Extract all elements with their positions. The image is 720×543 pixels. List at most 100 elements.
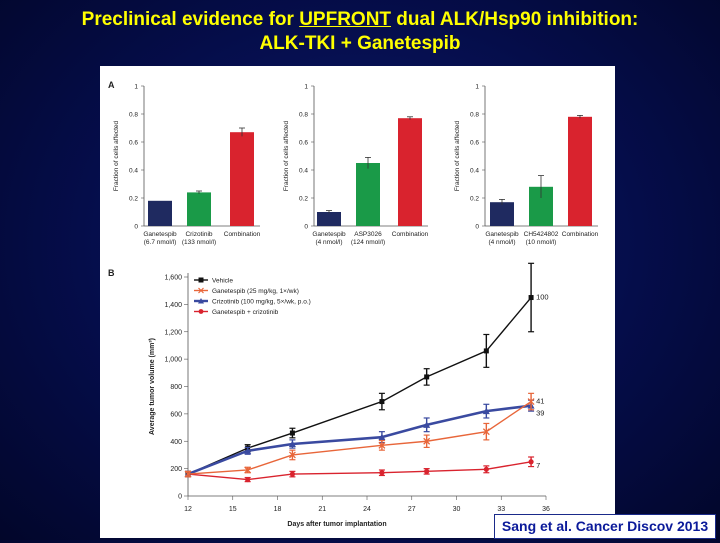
y-tick-label: 1,600 — [164, 275, 182, 282]
data-point — [424, 468, 430, 474]
y-tick-label: 200 — [170, 466, 182, 473]
legend-label: Crizotinib (100 mg/kg, 5×/wk, p.o.) — [212, 299, 311, 306]
y-tick-label: 1 — [304, 84, 308, 91]
category-label: Combination — [392, 231, 429, 238]
series-end-label: 41 — [536, 397, 544, 406]
bar-1 — [490, 202, 514, 226]
category-sublabel: (6.7 nmol/l) — [144, 239, 177, 246]
x-tick-label: 33 — [497, 506, 505, 513]
data-point — [244, 466, 252, 474]
data-point — [378, 441, 386, 449]
bar-1 — [148, 200, 172, 226]
series-end-label: 100 — [536, 293, 549, 302]
y-tick-label: 0.4 — [129, 168, 138, 175]
legend-label: Ganetespib + crizotinib — [212, 309, 279, 316]
data-point — [379, 399, 385, 405]
data-point — [528, 295, 534, 301]
data-point — [482, 428, 490, 436]
y-tick-label: 0 — [178, 494, 182, 501]
y-tick-label: 0.6 — [299, 140, 308, 147]
y-tick-label: 0.8 — [470, 112, 479, 119]
data-point — [527, 398, 535, 406]
title-line-1: Preclinical evidence for UPFRONT dual AL… — [0, 8, 720, 32]
category-label: Crizotinib — [185, 231, 212, 238]
series-1 — [185, 262, 535, 478]
data-point — [288, 440, 296, 447]
category-label: Ganetespib — [312, 231, 346, 238]
title-underlined-word: UPFRONT — [299, 9, 392, 30]
data-point — [423, 421, 431, 428]
data-point — [528, 459, 534, 465]
data-point — [289, 471, 296, 477]
x-tick-label: 12 — [184, 506, 192, 513]
data-point — [244, 447, 252, 454]
bar-3 — [230, 132, 254, 226]
y-tick-label: 0 — [475, 224, 479, 231]
category-label: Ganetespib — [143, 231, 177, 238]
bar-chart-1: A 0 0.2 0.4 0.6 0.8 1 Fraction of cells affecte… — [108, 80, 261, 246]
x-tick-label: 24 — [363, 506, 371, 513]
y-axis-title: Fraction of cells affected — [113, 120, 120, 191]
title-suffix: dual ALK/Hsp90 inhibition: — [391, 9, 639, 30]
data-point — [482, 407, 490, 415]
series-4 — [185, 456, 535, 483]
slide-title: Preclinical evidence for UPFRONT dual AL… — [0, 8, 720, 56]
y-tick-label: 1 — [475, 84, 479, 91]
data-point — [483, 466, 489, 472]
category-label: ASP3026 — [354, 231, 382, 238]
title-prefix: Preclinical evidence for — [81, 9, 300, 30]
bar-1 — [317, 212, 341, 226]
legend-entry-4: Ganetespib + crizotinib — [194, 309, 279, 316]
y-tick-label: 0.2 — [129, 196, 138, 203]
y-tick-label: 0.6 — [129, 140, 138, 147]
category-sublabel: (133 nmol/l) — [182, 239, 216, 246]
category-sublabel: (4 nmol/l) — [488, 239, 515, 246]
y-tick-label: 600 — [170, 411, 182, 418]
bar-2 — [187, 192, 211, 226]
y-tick-label: 0.2 — [470, 196, 479, 203]
x-tick-label: 18 — [274, 506, 282, 513]
y-tick-label: 400 — [170, 439, 182, 446]
legend-entry-2: Ganetespib (25 mg/kg, 1×/wk) — [194, 287, 299, 295]
data-point — [245, 476, 251, 483]
x-axis-title: Days after tumor implantation — [287, 521, 386, 528]
legend-entry-3: Crizotinib (100 mg/kg, 5×/wk, p.o.) — [194, 298, 311, 306]
legend-marker — [198, 298, 204, 304]
category-label: Ganetespib — [485, 231, 519, 238]
data-point — [289, 430, 295, 436]
y-tick-label: 0.8 — [129, 112, 138, 119]
y-tick-label: 0.4 — [470, 168, 479, 175]
series-3 — [184, 399, 535, 478]
y-axis-title: Fraction of cells affected — [283, 120, 290, 191]
category-label: CH5424802 — [524, 231, 559, 238]
x-tick-label: 21 — [318, 506, 326, 513]
legend-marker — [198, 309, 204, 314]
y-tick-label: 0.8 — [299, 112, 308, 119]
line-chart: B 0 200 400 600 800 1,000 1,200 1,400 1,600 12 15 18… — [108, 262, 550, 528]
bar-chart-3: 0 0.2 0.4 0.6 0.8 1 Fraction of cells affected… — [454, 84, 599, 247]
y-tick-label: 800 — [170, 384, 182, 391]
category-label: Combination — [562, 231, 599, 238]
data-point — [424, 374, 430, 380]
data-point — [379, 470, 385, 476]
bar-chart-2: 0 0.2 0.4 0.6 0.8 1 Fraction of cells affected… — [283, 84, 429, 247]
figure-svg: A 0 0.2 0.4 0.6 0.8 1 Fraction of cells affecte… — [108, 80, 599, 528]
series-line — [187, 404, 532, 476]
category-sublabel: (124 nmol/l) — [351, 239, 385, 246]
citation-box: Sang et al. Cancer Discov 2013 — [494, 514, 716, 539]
y-tick-label: 0.4 — [299, 168, 308, 175]
data-point — [423, 437, 431, 445]
y-tick-label: 0.2 — [299, 196, 308, 203]
category-label: Combination — [224, 231, 261, 238]
y-tick-label: 1 — [134, 84, 138, 91]
title-line-2: ALK-TKI + Ganetespib — [259, 33, 461, 54]
x-tick-label: 30 — [453, 506, 461, 513]
panel-label: B — [108, 268, 115, 278]
legend-label: Vehicle — [212, 278, 233, 285]
legend-marker — [198, 287, 204, 294]
data-point — [184, 470, 192, 478]
bar-3 — [398, 118, 422, 226]
x-tick-label: 27 — [408, 506, 416, 513]
y-axis-title: Fraction of cells affected — [454, 120, 461, 191]
data-point — [483, 348, 489, 354]
